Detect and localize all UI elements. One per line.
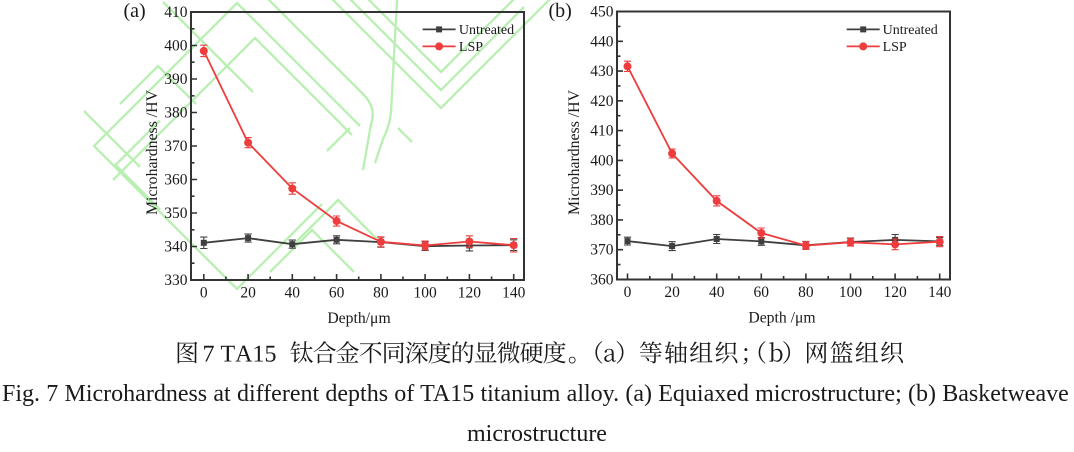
svg-text:40: 40 <box>285 285 301 302</box>
svg-text:370: 370 <box>590 242 614 259</box>
svg-text:Microhardness /HV: Microhardness /HV <box>566 89 583 215</box>
svg-text:400: 400 <box>164 38 188 55</box>
svg-text:(a): (a) <box>124 0 146 22</box>
svg-text:100: 100 <box>413 285 437 302</box>
svg-text:80: 80 <box>373 285 389 302</box>
svg-text:330: 330 <box>164 272 188 289</box>
svg-text:Untreated: Untreated <box>459 23 514 38</box>
svg-text:100: 100 <box>839 284 863 301</box>
svg-text:140: 140 <box>502 285 526 302</box>
svg-text:0: 0 <box>624 284 632 301</box>
svg-text:370: 370 <box>164 138 188 155</box>
svg-text:380: 380 <box>164 105 188 122</box>
svg-text:Depth /μm: Depth /μm <box>748 309 815 326</box>
svg-text:(b): (b) <box>549 0 572 22</box>
svg-text:450: 450 <box>590 4 614 21</box>
svg-text:360: 360 <box>590 272 614 289</box>
svg-text:120: 120 <box>883 284 907 301</box>
svg-text:390: 390 <box>590 182 614 199</box>
svg-text:440: 440 <box>590 33 614 50</box>
svg-text:0: 0 <box>200 285 208 302</box>
svg-text:420: 420 <box>590 93 614 110</box>
svg-text:Microhardness /HV: Microhardness /HV <box>144 89 161 215</box>
svg-text:350: 350 <box>164 205 188 222</box>
svg-text:20: 20 <box>664 284 680 301</box>
svg-text:LSP: LSP <box>459 40 483 55</box>
svg-text:410: 410 <box>164 4 188 21</box>
svg-text:Depth/μm: Depth/μm <box>327 310 390 327</box>
svg-text:380: 380 <box>590 212 614 229</box>
svg-text:390: 390 <box>164 71 188 88</box>
svg-text:410: 410 <box>590 123 614 140</box>
svg-text:400: 400 <box>590 152 614 169</box>
svg-text:40: 40 <box>709 284 725 301</box>
svg-text:60: 60 <box>329 285 345 302</box>
svg-text:360: 360 <box>164 172 188 189</box>
svg-text:LSP: LSP <box>883 40 907 55</box>
svg-text:60: 60 <box>754 284 770 301</box>
svg-text:80: 80 <box>798 284 814 301</box>
svg-text:120: 120 <box>458 285 482 302</box>
svg-text:140: 140 <box>928 284 952 301</box>
svg-text:340: 340 <box>164 239 188 256</box>
svg-text:20: 20 <box>240 285 256 302</box>
svg-text:430: 430 <box>590 63 614 80</box>
svg-text:Untreated: Untreated <box>883 23 938 38</box>
